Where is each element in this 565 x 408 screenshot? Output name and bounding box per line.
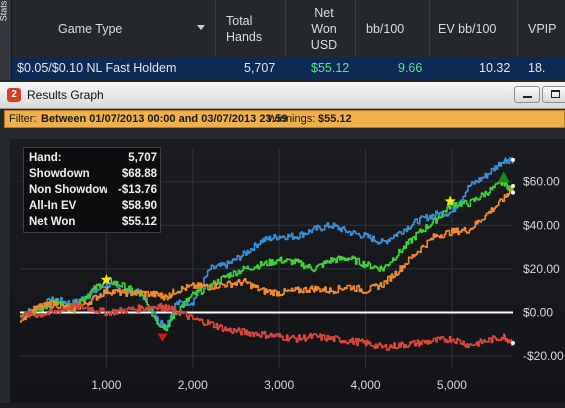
overlay-row-hand: Hand: 5,707 bbox=[29, 152, 157, 168]
col-header-game-type[interactable]: Game Type bbox=[12, 0, 216, 57]
x-tick-label: 3,000 bbox=[264, 378, 294, 392]
series-line-non_showdown bbox=[20, 302, 514, 351]
col-label-net-won: Net Won USD bbox=[310, 5, 338, 52]
overlay-label: Showdown bbox=[29, 168, 90, 180]
overlay-row-net-won: Net Won $55.12 bbox=[29, 216, 157, 232]
cell-vpip: 18. bbox=[528, 61, 546, 75]
cell-bb100: 9.66 bbox=[398, 61, 423, 75]
cell-ev-bb100: 10.32 bbox=[479, 61, 511, 75]
x-tick-label: 5,000 bbox=[437, 378, 467, 392]
window-titlebar[interactable]: 2 Results Graph bbox=[0, 82, 565, 109]
y-tick-label: $40.00 bbox=[523, 218, 560, 232]
col-label-vpip: VPIP bbox=[528, 21, 557, 36]
stats-table: Stats Game Type Total Hands Net Won USD … bbox=[0, 0, 565, 82]
x-tick-label: 1,000 bbox=[91, 378, 121, 392]
y-tick-label: $20.00 bbox=[523, 262, 560, 276]
filter-bar[interactable]: Filter: Between 01/07/2013 00:00 and 03/… bbox=[4, 110, 565, 128]
results-graph-window: 2 Results Graph Filter: Between 01/07/20… bbox=[0, 82, 565, 403]
series-end-dot bbox=[511, 341, 515, 346]
maximize-button[interactable] bbox=[542, 86, 565, 103]
minimize-icon bbox=[523, 96, 532, 98]
x-tick-label: 2,000 bbox=[178, 378, 208, 392]
cell-game-type: $0.05/$0.10 NL Fast Holdem bbox=[17, 61, 177, 75]
col-header-total-hands[interactable]: Total Hands bbox=[216, 0, 286, 57]
maximize-icon bbox=[551, 90, 560, 98]
results-chart-svg: 1,000 2,000 3,000 4,000 5,000 $60.00 $40.00 $20… bbox=[20, 149, 564, 392]
app-icon: 2 bbox=[7, 88, 21, 102]
cell-net-won: $55.12 bbox=[311, 61, 350, 75]
overlay-value: $55.12 bbox=[121, 216, 157, 228]
triangle-up-icon bbox=[497, 171, 510, 183]
series-end-dot bbox=[511, 157, 515, 162]
overlay-label: Hand: bbox=[29, 152, 62, 164]
col-header-net-won[interactable]: Net Won USD bbox=[286, 0, 356, 57]
star-marker-icon bbox=[444, 195, 456, 207]
col-header-bb100[interactable]: bb/100 bbox=[356, 0, 430, 57]
window-title: Results Graph bbox=[27, 88, 104, 102]
col-label-game-type: Game Type bbox=[58, 21, 123, 36]
triangle-down-icon bbox=[157, 333, 168, 342]
series-line-all_in_ev bbox=[20, 184, 514, 323]
col-header-vpip[interactable]: VPIP bbox=[518, 0, 565, 57]
stats-side-tab[interactable]: Stats bbox=[0, 0, 12, 80]
overlay-value: 5,707 bbox=[128, 152, 157, 164]
col-label-ev-bb100: EV bb/100 bbox=[438, 21, 497, 36]
overlay-row-non-showdown: Non Showdown -$13.76 bbox=[29, 184, 157, 200]
filter-range: Between 01/07/2013 00:00 and 03/07/2013 … bbox=[41, 113, 288, 125]
overlay-value: -$13.76 bbox=[117, 184, 157, 196]
col-header-ev-bb100[interactable]: EV bb/100 bbox=[430, 0, 518, 57]
table-row[interactable]: $0.05/$0.10 NL Fast Holdem 5,707 $55.12 … bbox=[12, 57, 565, 79]
overlay-label: Non Showdown bbox=[29, 184, 107, 196]
overlay-value: $58.90 bbox=[121, 200, 157, 212]
x-tick-label: 4,000 bbox=[351, 378, 381, 392]
cell-total-hands: 5,707 bbox=[244, 61, 276, 75]
filter-label: Filter: bbox=[9, 113, 37, 125]
y-tick-label: $0.00 bbox=[523, 306, 553, 320]
side-tab-label: Stats bbox=[0, 0, 9, 22]
overlay-label: Net Won bbox=[29, 216, 76, 228]
y-tick-label: $60.00 bbox=[523, 175, 560, 189]
series-end-dot bbox=[511, 190, 515, 195]
overlay-label: All-In EV bbox=[29, 200, 77, 212]
y-tick-label: -$20.00 bbox=[523, 349, 564, 363]
overlay-row-showdown: Showdown $68.88 bbox=[29, 168, 157, 184]
series-end-dot bbox=[511, 184, 515, 189]
col-label-total-hands: Total Hands bbox=[226, 13, 263, 44]
star-marker-icon bbox=[100, 273, 113, 285]
overlay-value: $68.88 bbox=[121, 168, 157, 180]
winnings-label: Winnings: bbox=[267, 113, 316, 125]
hand-summary-overlay: Hand: 5,707 Showdown $68.88 Non Showdown… bbox=[23, 147, 161, 233]
chevron-down-icon[interactable] bbox=[197, 25, 205, 30]
winnings-value: $55.12 bbox=[318, 113, 352, 125]
overlay-row-allin-ev: All-In EV $58.90 bbox=[29, 200, 157, 216]
minimize-button[interactable] bbox=[514, 86, 540, 103]
col-label-bb100: bb/100 bbox=[366, 21, 405, 36]
